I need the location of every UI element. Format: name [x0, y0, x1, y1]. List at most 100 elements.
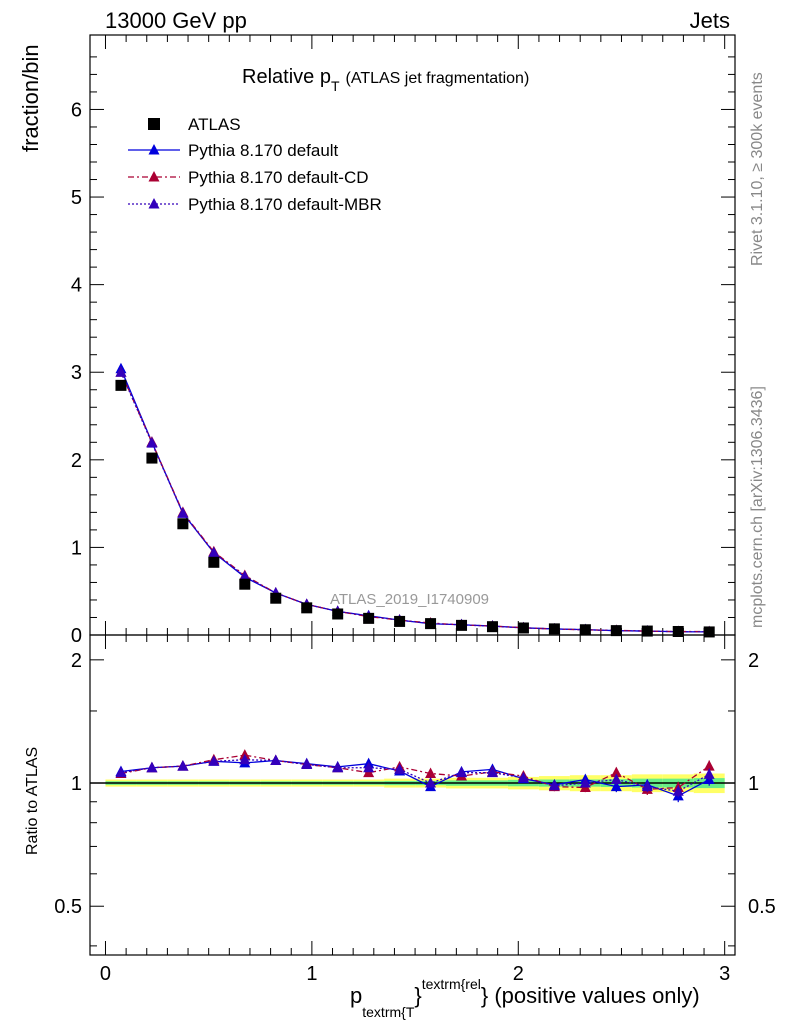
x-axis-title-brace: }: [414, 983, 421, 1008]
ratio-tick-label-left: 2: [71, 650, 82, 672]
ratio-3-point: [239, 753, 251, 765]
chart-title-sub: T: [331, 78, 340, 94]
x-axis-title-p: p: [350, 983, 362, 1008]
series-3-point: [146, 437, 158, 448]
axis-tick-labels: 0 1 2 3 0 1 2 3 4 5 6 0.5 0.5 1 1 2 2: [54, 99, 776, 985]
ratio-3-point: [146, 761, 158, 773]
data-point: [301, 602, 313, 614]
legend-marker-1: [148, 144, 160, 155]
x-axis-title-rest: (positive values only): [488, 983, 700, 1008]
header-energy: 13000 GeV pp: [105, 8, 247, 33]
y-tick-label: 3: [71, 362, 82, 384]
data-point: [425, 618, 437, 630]
main-plot-marks: [115, 362, 715, 638]
ratio-3-point: [486, 766, 498, 778]
ratio-3-point: [641, 780, 653, 792]
data-point: [456, 619, 468, 631]
ratio-2-point: [425, 767, 437, 779]
legend-marker-3: [148, 198, 160, 209]
x-axis-title-sup: textrm{rel: [422, 976, 481, 992]
x-tick-label: 2: [513, 963, 524, 985]
data-point: [270, 592, 282, 604]
ratio-3-point: [394, 763, 406, 774]
ratio-3-point: [301, 758, 313, 769]
ratio-line-1: [120, 759, 710, 797]
main-panel-frame: [89, 34, 736, 636]
ratio-3-point: [177, 760, 189, 771]
data-point: [146, 452, 158, 464]
ratio-plot-marks: [115, 749, 715, 803]
ratio-1-point: [610, 780, 622, 792]
series-3-point: [115, 366, 127, 377]
x-axis-title: ptextrm{T}textrm{rel} (positive values o…: [350, 976, 700, 1020]
y-tick-label: 2: [71, 450, 82, 472]
ratio-tick-label-left: 1: [71, 773, 82, 795]
legend-marker-2: [148, 171, 160, 182]
legend-label: Pythia 8.170 default-CD: [188, 168, 369, 187]
data-point: [641, 625, 653, 637]
series-3-point: [208, 546, 220, 558]
ratio-3-point: [208, 755, 220, 766]
ratio-3-point: [703, 768, 715, 779]
y-tick-label: 1: [71, 537, 82, 559]
data-point: [703, 626, 715, 638]
ratio-2-point: [610, 766, 622, 778]
legend-label: Pythia 8.170 default: [188, 141, 339, 160]
data-point: [177, 518, 189, 530]
data-point: [239, 578, 251, 590]
legend-label: Pythia 8.170 default-MBR: [188, 195, 382, 214]
y-tick-label: 0: [71, 625, 82, 647]
legend: ATLAS Pythia 8.170 default Pythia 8.170 de…: [128, 115, 382, 214]
x-tick-label: 0: [100, 963, 111, 985]
axis-ticks: [90, 35, 735, 955]
y-tick-label: 6: [71, 99, 82, 121]
y-axis-title: fraction/bin: [18, 44, 43, 152]
chart-title-main: Relative p: [242, 66, 331, 88]
data-point: [394, 615, 406, 627]
ratio-3-point: [270, 754, 282, 766]
legend-marker-data: [148, 118, 160, 130]
ratio-uncertainty-bands: [90, 773, 735, 794]
ratio-tick-label-right: 1: [748, 773, 759, 795]
chart-title: Relative pT (ATLAS jet fragmentation): [242, 66, 529, 94]
ratio-3-point: [610, 773, 622, 785]
data-point: [548, 623, 560, 635]
x-tick-label: 3: [719, 963, 730, 985]
data-point: [579, 624, 591, 636]
ratio-3-point: [332, 761, 344, 773]
ratio-panel-frame: [89, 634, 736, 956]
data-point: [517, 622, 529, 634]
mcplots-label: mcplots.cern.ch [arXiv:1306.3436]: [749, 386, 766, 628]
series-3-point: [177, 507, 189, 518]
ratio-3-point: [363, 761, 375, 773]
data-point: [363, 612, 375, 624]
x-tick-label: 1: [306, 963, 317, 985]
analysis-watermark: ATLAS_2019_I1740909: [330, 591, 489, 608]
legend-label: ATLAS: [188, 115, 241, 134]
ratio-3-point: [517, 771, 529, 783]
ratio-3-point: [456, 766, 468, 778]
rivet-label: Rivet 3.1.10, ≥ 300k events: [749, 72, 766, 266]
x-axis-title-sub: textrm{T: [362, 1004, 415, 1020]
ratio-3-point: [425, 777, 437, 788]
data-point: [610, 625, 622, 637]
ratio-y-axis-title: Ratio to ATLAS: [24, 747, 41, 855]
data-point: [208, 556, 220, 568]
ratio-line-3: [120, 759, 710, 792]
data-point: [486, 621, 498, 633]
ratio-tick-label-right: 0.5: [748, 896, 776, 918]
data-point: [672, 625, 684, 637]
x-axis-title-brace2: }: [481, 983, 488, 1008]
ratio-tick-label-left: 0.5: [54, 896, 82, 918]
data-point: [332, 608, 344, 620]
ratio-3-point: [579, 777, 591, 788]
ratio-tick-label-right: 2: [748, 650, 759, 672]
header-process: Jets: [690, 8, 730, 33]
chart-title-rest: (ATLAS jet fragmentation): [346, 70, 530, 87]
ratio-2-point: [703, 760, 715, 771]
ratio-3-point: [672, 785, 684, 796]
ratio-3-point: [548, 779, 560, 791]
y-tick-label: 4: [71, 275, 82, 297]
ratio-line-2: [120, 754, 710, 791]
